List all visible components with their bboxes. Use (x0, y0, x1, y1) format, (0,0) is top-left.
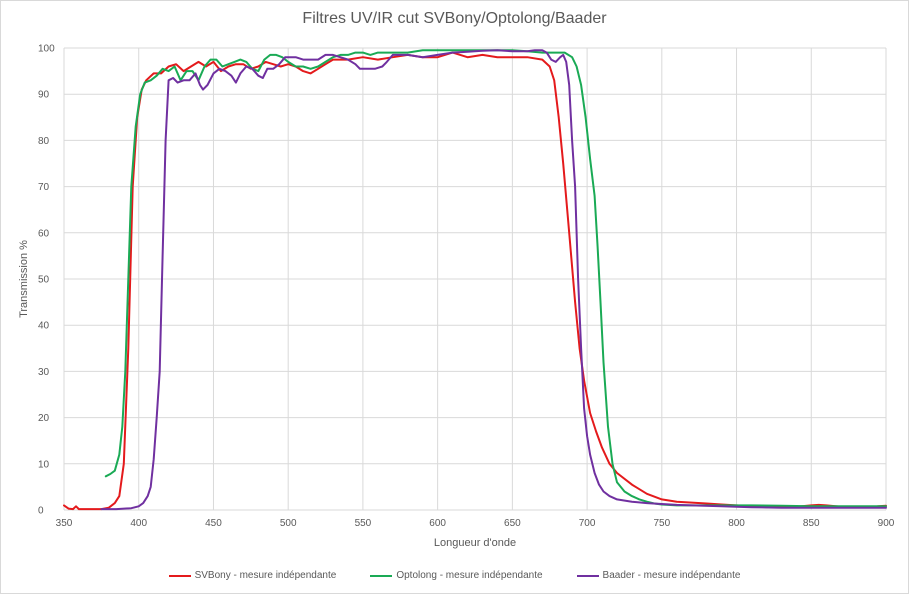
y-tick-label: 40 (38, 321, 50, 332)
series-line-3 (100, 49, 887, 511)
chart-title: Filtres UV/IR cut SVBony/Optolong/Baader (302, 10, 607, 27)
y-tick-label: 90 (38, 90, 50, 101)
series-line-2 (104, 49, 887, 508)
legend-label: Optolong - mesure indépendante (396, 570, 543, 581)
y-tick-label: 70 (38, 182, 50, 193)
legend-item: Baader - mesure indépendante (576, 570, 741, 581)
y-tick-label: 80 (38, 136, 50, 147)
x-tick-label: 350 (56, 518, 73, 529)
legend-item: SVBony - mesure indépendante (168, 570, 337, 581)
axes: 0 10 20 30 40 50 60 70 80 90 100 350 400 450 500 550 600… (38, 44, 895, 530)
legend-swatch (370, 574, 393, 577)
x-tick-label: 900 (878, 518, 895, 529)
y-tick-label: 10 (38, 459, 50, 470)
legend-swatch (168, 574, 191, 577)
x-tick-label: 550 (355, 518, 372, 529)
x-axis-title: Longueur d'onde (434, 537, 516, 549)
x-tick-label: 450 (205, 518, 222, 529)
legend-item: Optolong - mesure indépendante (370, 570, 543, 581)
y-tick-label: 100 (38, 44, 55, 55)
legend-swatch (576, 574, 599, 577)
legend-label: Baader - mesure indépendante (602, 570, 741, 581)
y-tick-label: 30 (38, 367, 50, 378)
x-tick-label: 750 (653, 518, 670, 529)
y-axis-title: Transmission % (18, 240, 30, 318)
x-tick-label: 400 (130, 518, 147, 529)
x-tick-label: 500 (280, 518, 297, 529)
x-tick-label: 600 (429, 518, 446, 529)
legend-label: SVBony - mesure indépendante (194, 570, 337, 581)
y-tick-label: 0 (38, 506, 44, 517)
gridlines (63, 47, 887, 511)
series-line-1 (63, 51, 887, 511)
series-lines (63, 49, 887, 511)
legend: SVBony - mesure indépendante Optolong - m… (1, 570, 908, 581)
x-tick-label: 850 (803, 518, 820, 529)
y-tick-label: 50 (38, 275, 50, 286)
x-tick-label: 650 (504, 518, 521, 529)
x-tick-label: 800 (728, 518, 745, 529)
y-tick-label: 60 (38, 228, 50, 239)
x-tick-label: 700 (579, 518, 596, 529)
y-tick-label: 20 (38, 413, 50, 424)
